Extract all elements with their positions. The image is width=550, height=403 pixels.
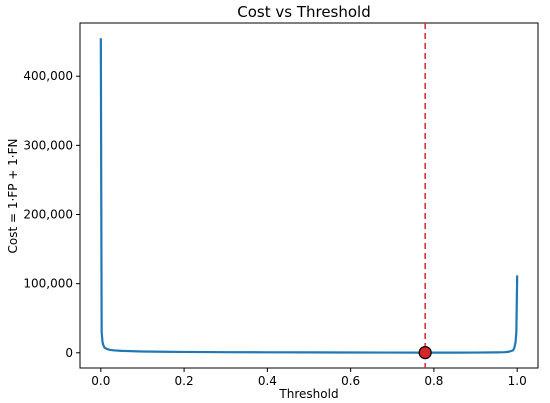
x-tick-label: 0.2 [175,374,194,388]
y-tick-label: 200,000 [23,208,73,222]
overlay-layer [418,23,432,368]
y-axis-ticks: 0 100,000 200,000 300,000 400,000 [23,69,80,360]
series-layer [99,38,519,354]
y-tick-label: 100,000 [23,277,73,291]
x-tick-label: 0.0 [91,374,110,388]
x-tick-label: 0.8 [424,374,443,388]
y-tick-label: 400,000 [23,69,73,83]
x-axis-label: Threshold [278,387,338,401]
x-tick-label: 0.6 [341,374,360,388]
plot-frame [79,22,539,369]
x-axis-ticks: 0.0 0.2 0.4 0.6 0.8 1.0 [91,368,527,388]
y-tick-label: 300,000 [23,138,73,152]
y-axis-label: Cost = 1·FP + 1·FN [6,139,20,254]
x-tick-label: 1.0 [508,374,527,388]
x-tick-label: 0.4 [258,374,277,388]
chart-title: Cost vs Threshold [237,3,371,21]
optimal-point-marker [418,345,432,360]
y-tick-label: 0 [65,346,73,360]
cost-line [99,38,519,354]
